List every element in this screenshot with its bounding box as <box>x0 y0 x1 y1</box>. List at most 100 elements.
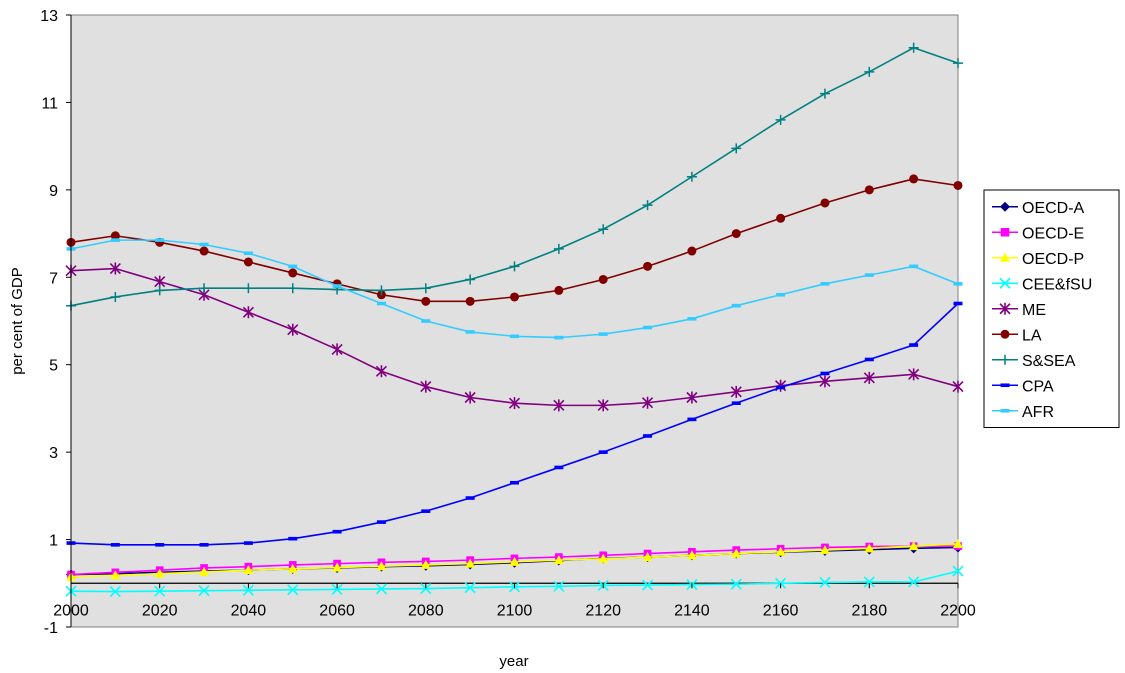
data-point-marker <box>154 285 165 296</box>
legend-label: OECD-A <box>1022 200 1085 217</box>
legend-label: ME <box>1022 302 1046 319</box>
x-tick-label: 2020 <box>142 602 178 619</box>
data-point-marker <box>155 543 165 547</box>
data-point-marker <box>1000 201 1010 212</box>
data-point-marker <box>953 180 963 190</box>
data-point-marker <box>819 545 830 555</box>
data-point-marker <box>999 302 1011 315</box>
data-point-marker <box>730 385 742 398</box>
data-point-marker <box>376 520 386 524</box>
y-tick-label: 5 <box>49 358 58 375</box>
data-point-marker <box>465 296 475 306</box>
data-point-marker <box>199 283 210 294</box>
data-point-marker <box>819 375 831 388</box>
data-point-marker <box>776 213 786 223</box>
data-point-marker <box>287 323 299 336</box>
data-point-marker <box>508 397 521 410</box>
data-point-marker <box>242 306 254 319</box>
data-point-marker <box>864 357 874 362</box>
data-point-marker <box>952 380 964 393</box>
data-point-marker <box>819 576 831 588</box>
data-point-marker <box>553 555 564 565</box>
data-point-marker <box>199 566 210 576</box>
data-point-marker <box>332 529 342 534</box>
data-point-marker <box>421 319 431 323</box>
data-point-marker <box>953 282 963 286</box>
data-point-marker <box>863 576 875 588</box>
x-tick-label: 2120 <box>585 602 621 619</box>
data-point-marker <box>554 465 564 470</box>
data-point-marker <box>109 586 121 598</box>
data-point-marker <box>199 246 209 256</box>
y-tick-label: 13 <box>40 8 58 25</box>
data-point-marker <box>465 496 475 500</box>
data-point-marker <box>908 541 919 551</box>
data-point-marker <box>864 66 875 77</box>
data-point-marker <box>376 561 387 571</box>
data-point-marker <box>1000 354 1010 365</box>
data-point-marker <box>820 282 830 286</box>
data-point-marker <box>287 283 298 294</box>
series-me <box>65 262 964 412</box>
legend-label: LA <box>1022 327 1042 344</box>
data-point-marker <box>953 58 963 69</box>
data-point-marker <box>643 434 653 438</box>
x-tick-label: 2100 <box>497 602 533 619</box>
legend-item: OECD-A <box>992 200 1085 217</box>
legend-label: AFR <box>1022 404 1054 421</box>
data-point-marker <box>598 450 608 454</box>
y-tick-label: 1 <box>49 533 58 550</box>
data-point-marker <box>598 274 608 284</box>
data-point-marker <box>999 277 1011 289</box>
data-point-marker <box>687 417 697 422</box>
series-cpa <box>66 301 963 547</box>
data-point-marker <box>110 238 120 242</box>
legend-item: CPA <box>992 378 1054 395</box>
data-point-marker <box>109 262 121 275</box>
data-point-marker <box>687 246 697 256</box>
data-point-marker <box>464 582 476 594</box>
data-point-marker <box>421 509 431 513</box>
data-point-marker <box>820 198 830 208</box>
data-point-marker <box>641 396 654 409</box>
data-point-marker <box>598 224 609 235</box>
legend-label: CPA <box>1022 378 1054 395</box>
legend-item: S&SEA <box>992 353 1076 370</box>
data-point-marker <box>953 301 963 306</box>
data-point-marker <box>243 257 253 267</box>
data-point-marker <box>375 365 388 378</box>
data-point-marker <box>864 543 875 553</box>
data-point-marker <box>598 332 608 336</box>
data-point-marker <box>110 570 121 580</box>
data-point-marker <box>154 585 166 597</box>
data-point-marker <box>155 238 165 242</box>
data-point-marker <box>731 143 742 154</box>
data-point-marker <box>421 296 431 306</box>
data-point-marker <box>288 536 298 541</box>
legend-item: LA <box>992 327 1042 344</box>
data-point-marker <box>331 343 343 356</box>
data-point-marker <box>510 480 519 485</box>
data-point-marker <box>909 174 919 184</box>
series-oecd-p <box>66 538 963 581</box>
data-point-marker <box>242 584 254 596</box>
data-point-marker <box>420 559 431 569</box>
y-axis-title: per cent of GDP <box>9 267 26 375</box>
y-tick-label: -1 <box>44 620 58 637</box>
data-point-marker <box>686 550 697 560</box>
data-point-marker <box>420 582 432 595</box>
data-point-marker <box>953 538 963 548</box>
data-point-marker <box>199 543 209 547</box>
data-point-marker <box>643 261 653 271</box>
series-afr <box>66 238 963 340</box>
data-point-marker <box>908 42 919 53</box>
x-tick-label: 2180 <box>852 602 888 619</box>
series-group <box>65 42 964 598</box>
series-cee-fsu <box>65 565 964 598</box>
legend-item: AFR <box>992 404 1054 421</box>
data-point-marker <box>597 399 609 412</box>
data-point-marker <box>686 391 698 404</box>
data-point-marker <box>420 283 431 294</box>
x-tick-label: 2040 <box>231 602 267 619</box>
data-point-marker <box>642 200 653 211</box>
